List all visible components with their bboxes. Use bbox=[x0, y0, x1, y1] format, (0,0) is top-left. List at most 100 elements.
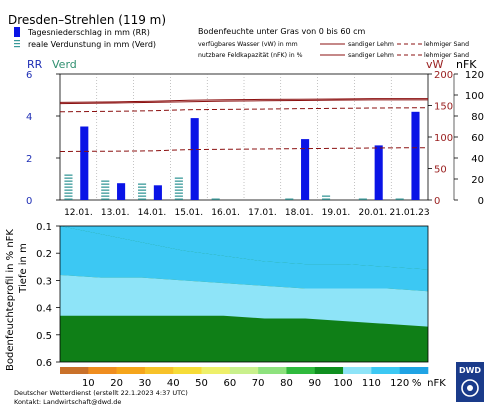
evap-bar-stripe bbox=[101, 180, 110, 182]
colorbar-segment bbox=[399, 367, 429, 374]
vw-legend-label: verfügbares Wasser (vW) in mm bbox=[198, 41, 298, 48]
station-title: Dresden–Strehlen (119 m) bbox=[8, 13, 166, 27]
date-tick-label: 20.01. bbox=[358, 208, 387, 218]
evap-bar-stripe bbox=[138, 186, 147, 188]
colorbar-segment bbox=[88, 367, 117, 374]
date-tick-label: 18.01. bbox=[285, 208, 314, 218]
evap-bar-stripe bbox=[138, 195, 147, 197]
rr-tick-label: 4 bbox=[26, 112, 32, 123]
evap-bar bbox=[174, 177, 183, 200]
profile-y-subtitle: Tiefe in m bbox=[18, 243, 29, 294]
date-tick-label: 21.01.23 bbox=[390, 208, 430, 218]
evap-bar bbox=[285, 198, 294, 200]
colorbar-label: 110 bbox=[362, 378, 381, 389]
colorbar-segment bbox=[201, 367, 231, 374]
colorbar-segment bbox=[116, 367, 146, 374]
footer-line-2: Kontakt: Landwirtschaft@dwd.de bbox=[14, 398, 121, 406]
evap-bar-stripe bbox=[138, 192, 147, 194]
colorbar-label: 120 bbox=[390, 378, 409, 389]
loamy-vw-line bbox=[59, 147, 428, 152]
nfk-tick-label: 40 bbox=[471, 154, 484, 165]
profile-light-band bbox=[60, 274, 428, 327]
nfk-tick-label: 80 bbox=[471, 112, 484, 123]
dwd-logo-text: DWD bbox=[459, 366, 481, 375]
colorbar-segment bbox=[286, 367, 316, 374]
evap-bar-stripe bbox=[322, 195, 331, 197]
evap-bar-stripe bbox=[64, 189, 73, 191]
sandy-legend-label-2: sandiger Lehm bbox=[348, 52, 394, 59]
evap-bar-stripe bbox=[64, 198, 73, 200]
evap-bar-stripe bbox=[64, 186, 73, 188]
date-tick-label: 16.01. bbox=[211, 208, 240, 218]
evap-bar-stripe bbox=[64, 177, 73, 179]
depth-tick-label: 0.5 bbox=[36, 331, 52, 342]
colorbar-segment bbox=[229, 367, 259, 374]
precip-bar bbox=[301, 139, 310, 200]
colorbar-label: nFK bbox=[427, 378, 446, 389]
evap-bar bbox=[395, 198, 404, 200]
evap-bar-stripe bbox=[101, 183, 110, 185]
evap-bar-stripe bbox=[174, 183, 183, 185]
evap-bar-stripe bbox=[101, 189, 110, 191]
vw-tick-label: 150 bbox=[434, 102, 453, 113]
colorbar-label: 10 bbox=[82, 378, 95, 389]
date-tick-label: 13.01. bbox=[101, 208, 130, 218]
evap-bar-stripe bbox=[174, 180, 183, 182]
evap-legend-swatch bbox=[14, 40, 20, 48]
colorbar-label: % bbox=[412, 378, 422, 389]
colorbar-segment bbox=[371, 367, 400, 374]
evap-bar-stripe bbox=[322, 198, 331, 200]
colorbar-label: 100 bbox=[334, 378, 353, 389]
nfk-tick-label: 20 bbox=[471, 175, 484, 186]
nfk-tick-label: 100 bbox=[465, 91, 484, 102]
evap-bar bbox=[358, 198, 367, 200]
evap-bar-stripe bbox=[174, 186, 183, 188]
vw-tick-label: 0 bbox=[434, 196, 440, 207]
depth-tick-label: 0.6 bbox=[36, 358, 52, 369]
colorbar-segment bbox=[173, 367, 202, 374]
evap-bar bbox=[64, 174, 73, 200]
depth-tick-label: 0.4 bbox=[36, 304, 52, 315]
footer-line-1: Deutscher Wetterdienst (erstellt 22.1.20… bbox=[14, 389, 188, 397]
evap-bar-stripe bbox=[101, 186, 110, 188]
evap-bar bbox=[101, 180, 110, 200]
soil-moisture-title: Bodenfeuchte unter Gras von 0 bis 60 cm bbox=[198, 27, 365, 36]
date-tick-label: 15.01. bbox=[174, 208, 203, 218]
nfk-tick-label: 0 bbox=[478, 196, 484, 207]
precip-bar bbox=[411, 111, 420, 200]
colorbar-label: 60 bbox=[223, 378, 236, 389]
date-tick-label: 17.01. bbox=[248, 208, 277, 218]
sandy-nfk-line bbox=[59, 98, 428, 103]
evap-bar-stripe bbox=[64, 183, 73, 185]
colorbar-label: 80 bbox=[280, 378, 293, 389]
evap-bar-stripe bbox=[138, 189, 147, 191]
precip-bar bbox=[374, 145, 383, 200]
precip-bar bbox=[153, 185, 162, 200]
vw-tick-label: 200 bbox=[434, 70, 453, 81]
depth-tick-label: 0.1 bbox=[36, 222, 52, 233]
evap-bar-stripe bbox=[64, 174, 73, 176]
colorbar-segment bbox=[314, 367, 344, 374]
rr-tick-label: 2 bbox=[26, 154, 32, 165]
evap-bar-stripe bbox=[64, 192, 73, 194]
colorbar-label: 30 bbox=[139, 378, 152, 389]
evap-legend-label: reale Verdunstung in mm (Verd) bbox=[28, 40, 156, 49]
colorbar-label: 40 bbox=[167, 378, 180, 389]
evap-bar-stripe bbox=[174, 198, 183, 200]
nfk-tick-label: 120 bbox=[465, 70, 484, 81]
rr-tick-label: 0 bbox=[26, 196, 32, 207]
precip-bar bbox=[80, 126, 89, 200]
colorbar-label: 90 bbox=[308, 378, 321, 389]
colorbar-label: 50 bbox=[195, 378, 208, 389]
loamy-legend-label-2: lehmiger Sand bbox=[424, 52, 469, 59]
nfk-legend-label: nutzbare Feldkapazität (nFK) in % bbox=[198, 52, 303, 59]
vw-tick-label: 50 bbox=[434, 165, 447, 176]
evap-bar-stripe bbox=[358, 198, 367, 200]
precip-bar bbox=[190, 118, 199, 200]
evap-bar-stripe bbox=[101, 198, 110, 200]
evap-bar-stripe bbox=[174, 177, 183, 179]
profile-top-band bbox=[60, 226, 428, 270]
colorbar-segment bbox=[258, 367, 287, 374]
evap-bar-stripe bbox=[64, 180, 73, 182]
profile-frame bbox=[59, 225, 429, 363]
